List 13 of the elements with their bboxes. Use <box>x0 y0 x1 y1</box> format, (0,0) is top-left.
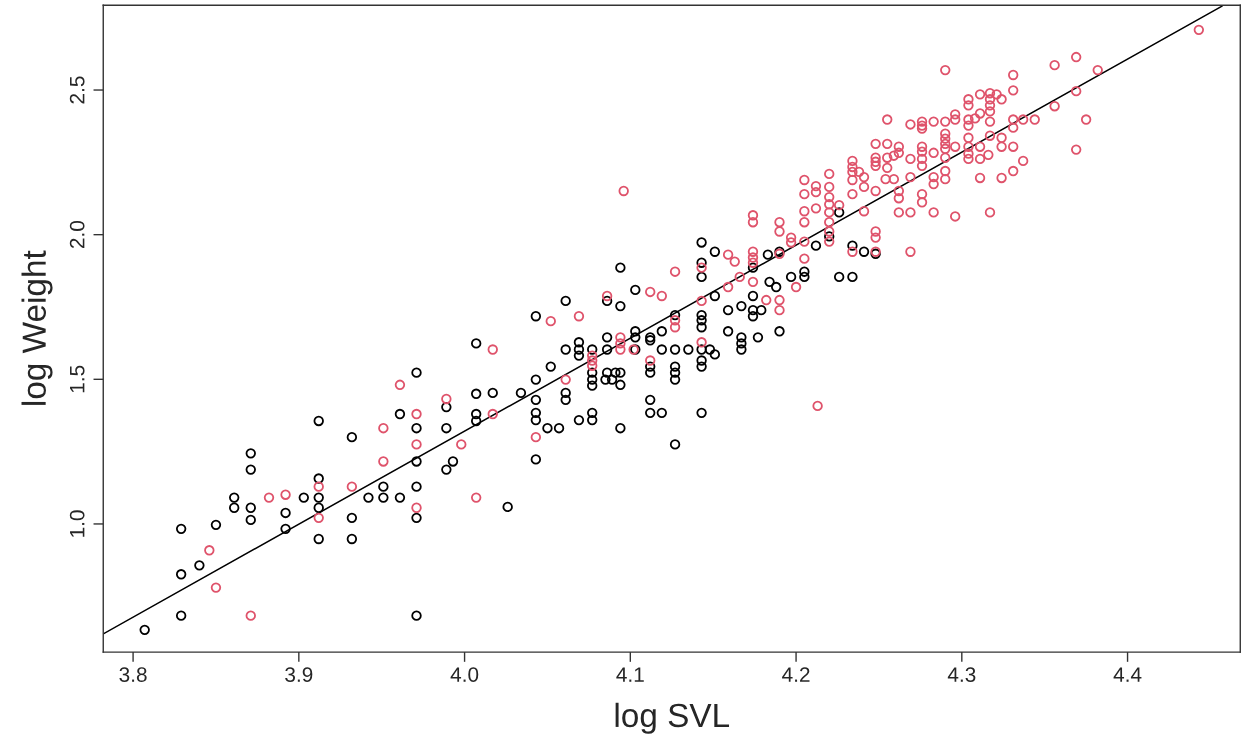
x-tick-label: 3.9 <box>285 667 313 682</box>
x-tick-label: 4.1 <box>616 667 644 682</box>
x-tick-label: 4.3 <box>947 667 976 682</box>
y-tick-label: 1.5 <box>70 365 85 393</box>
x-tick-label: 3.8 <box>119 667 147 682</box>
y-tick-label: 2.0 <box>69 221 85 249</box>
y-axis-title: log Weight <box>21 250 53 405</box>
x-tick-label: 4.4 <box>1113 667 1142 682</box>
x-axis-title: log SVL <box>615 702 730 734</box>
x-tick-label: 4.0 <box>450 667 479 682</box>
y-tick-label: 2.5 <box>69 76 85 104</box>
y-tick-label: 1.0 <box>69 510 85 537</box>
x-tick-label: 4.2 <box>782 667 810 682</box>
